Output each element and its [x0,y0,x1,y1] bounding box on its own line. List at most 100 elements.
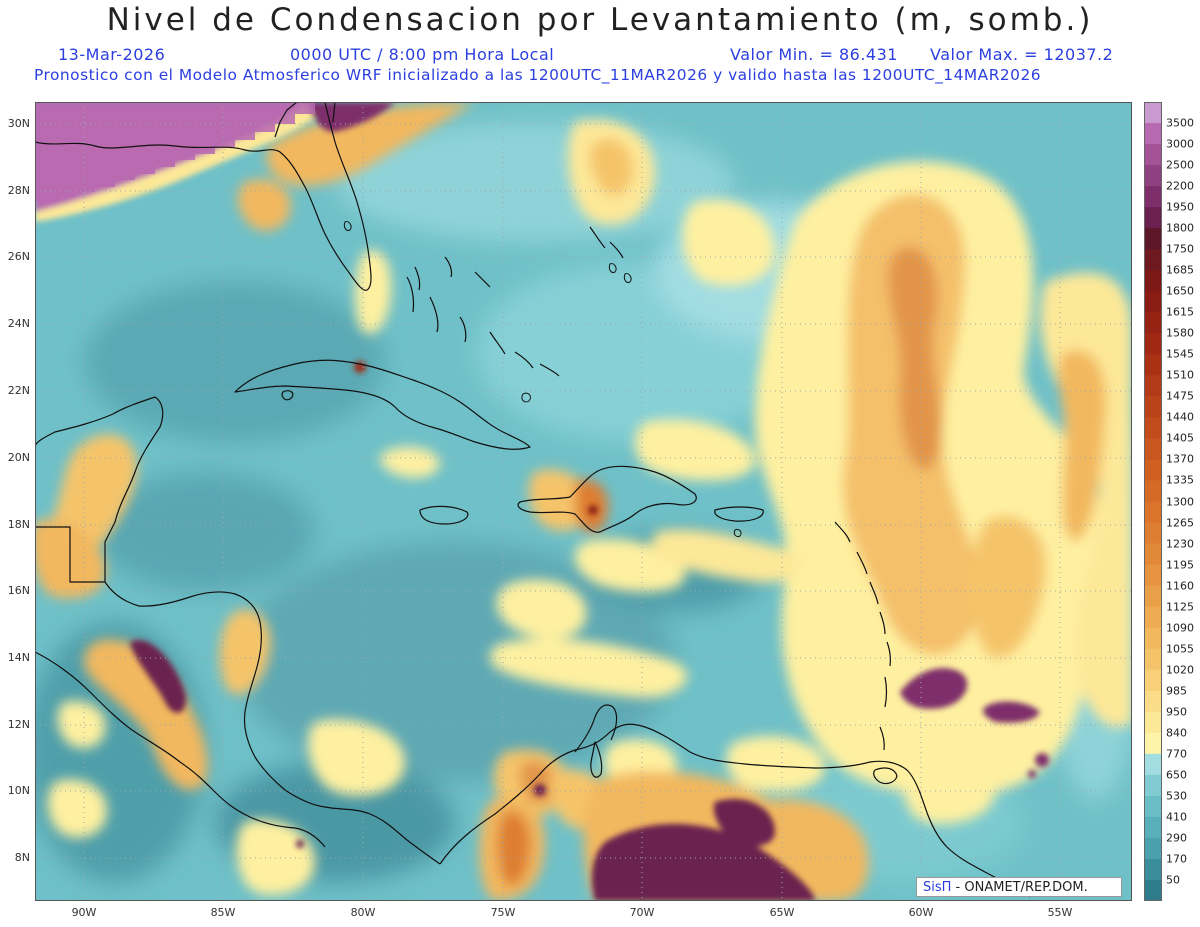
colorbar-swatch [1144,795,1162,818]
colorbar-swatch [1144,669,1162,692]
colorbar-label: 1160 [1166,579,1194,593]
colorbar-swatch [1144,186,1162,208]
colorbar-swatch [1144,375,1162,397]
colorbar-swatch [1144,480,1162,502]
colorbar-swatch [1144,312,1162,334]
lat-label-16n: 16N [7,584,30,597]
colorbar-label: 1020 [1166,663,1194,677]
colorbar-swatch [1144,270,1162,292]
colorbar-swatch [1144,291,1162,313]
colorbar-label: 3500 [1166,116,1194,130]
colorbar-swatch [1144,879,1162,901]
colorbar-swatch [1144,711,1162,734]
colorbar-swatch-top [1144,102,1162,124]
colorbar-label: 410 [1166,810,1187,824]
colorbar-swatch [1144,564,1162,587]
colorbar-label: 1230 [1166,537,1194,551]
colorbar-swatch [1144,249,1162,271]
lat-label-28n: 28N [7,184,30,197]
credit-org: - ONAMET/REP.DOM. [951,880,1088,895]
lat-label-14n: 14N [7,651,30,664]
forecast-date: 13-Mar-2026 [58,45,166,64]
colorbar-label: 770 [1166,747,1187,761]
colorbar-label: 1440 [1166,410,1194,424]
map-title: Nivel de Condensacion por Levantamiento … [106,2,1094,38]
colorbar-swatch [1144,585,1162,608]
lon-label-75w: 75W [490,906,516,919]
lon-label-80w: 80W [350,906,376,919]
colorbar-label: 1335 [1166,473,1194,487]
colorbar-swatch [1144,396,1162,418]
colorbar-swatch [1144,543,1162,566]
colorbar-label: 1800 [1166,221,1194,235]
colorbar-label: 2500 [1166,158,1194,172]
colorbar-label: 1405 [1166,431,1194,445]
lon-label-65w: 65W [769,906,795,919]
lon-label-90w: 90W [71,906,97,919]
colorbar-label: 1300 [1166,495,1194,508]
colorbar-label: 1510 [1166,368,1194,382]
lat-label-18n: 18N [7,518,30,531]
colorbar-swatch [1144,690,1162,713]
model-info: Pronostico con el Modelo Atmosferico WRF… [34,66,1042,84]
colorbar-label: 840 [1166,726,1187,740]
credit-box: SisΠ - ONAMET/REP.DOM. [916,877,1122,897]
lat-label-20n: 20N [7,451,30,464]
colorbar-label: 1195 [1166,558,1194,572]
colorbar-label: 3000 [1166,137,1194,151]
colorbar-swatch [1144,648,1162,671]
lat-label-10n: 10N [7,784,30,797]
colorbar [1144,102,1162,901]
lon-label-70w: 70W [629,906,655,919]
colorbar-label: 1950 [1166,200,1194,214]
map-panel [35,102,1132,901]
credit-brand: SisΠ [923,880,952,895]
lat-label-22n: 22N [7,384,30,397]
colorbar-label: 1125 [1166,600,1194,614]
lon-label-85w: 85W [210,906,236,919]
lon-label-55w: 55W [1047,906,1073,919]
colorbar-swatch [1144,123,1162,145]
max-value: Valor Max. = 12037.2 [930,45,1114,64]
colorbar-label: 1055 [1166,642,1194,656]
colorbar-swatch [1144,858,1162,881]
small-islands [343,221,742,537]
colorbar-border [1144,102,1162,901]
colorbar-swatch [1144,816,1162,839]
colorbar-label: 985 [1166,684,1187,698]
colorbar-swatch [1144,207,1162,229]
colorbar-swatch [1144,459,1162,481]
colorbar-swatch [1144,627,1162,650]
colorbar-label: 950 [1166,705,1187,719]
colorbar-swatch [1144,753,1162,776]
graticule [35,102,1132,901]
colorbar-swatch [1144,165,1162,187]
lat-label-12n: 12N [7,718,30,731]
colorbar-label: 1370 [1166,452,1194,466]
lat-label-8n: 8N [14,851,30,864]
colorbar-swatch [1144,606,1162,629]
lat-label-30n: 30N [7,117,30,130]
colorbar-label: 170 [1166,852,1187,866]
colorbar-swatch [1144,438,1162,460]
colorbar-label: 1615 [1166,305,1194,319]
colorbar-swatch [1144,354,1162,376]
colorbar-swatch [1144,333,1162,355]
lat-label-24n: 24N [7,317,30,330]
colorbar-swatch [1144,522,1162,545]
colorbar-swatch [1144,837,1162,860]
colorbar-swatch [1144,417,1162,439]
colorbar-swatch [1144,228,1162,250]
colorbar-label: 1750 [1166,242,1194,256]
colorbar-label: 1580 [1166,326,1194,340]
colorbar-label: 650 [1166,768,1187,782]
colorbar-swatch [1144,732,1162,755]
colorbar-label: 2200 [1166,179,1194,193]
coastlines [35,102,1031,898]
colorbar-label: 50 [1166,873,1180,887]
min-value: Valor Min. = 86.431 [730,45,898,64]
colorbar-label: 1685 [1166,263,1194,277]
colorbar-label: 1545 [1166,347,1194,361]
colorbar-swatch [1144,501,1162,524]
colorbar-label: 530 [1166,789,1187,803]
